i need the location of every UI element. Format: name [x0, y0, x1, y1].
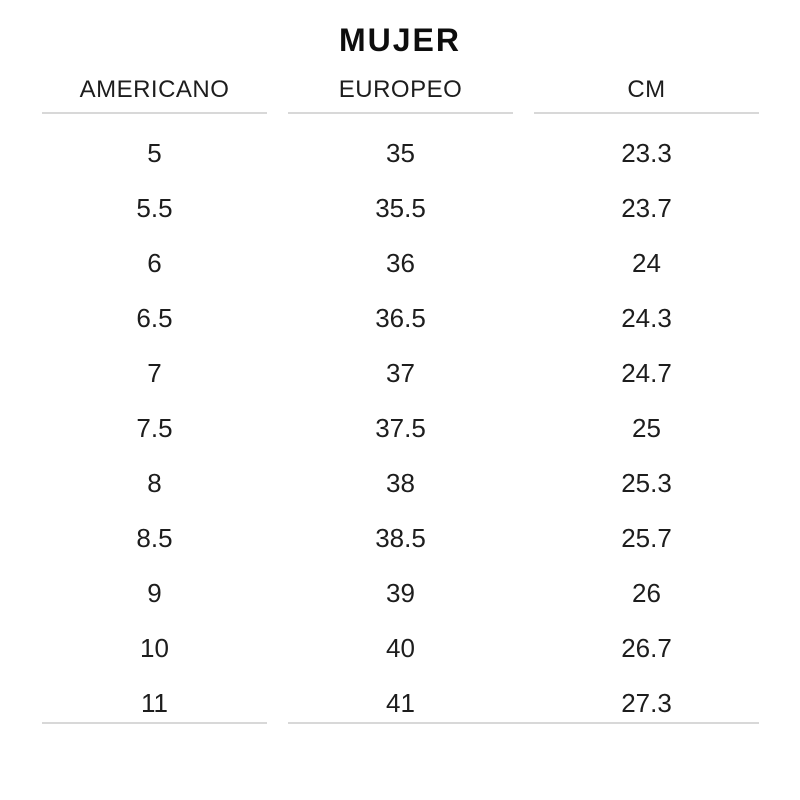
table-row: 5 35 23.3 [42, 126, 759, 181]
table-cell: 25.3 [621, 468, 672, 498]
table-cell: 24.7 [621, 358, 672, 388]
column-header-cm: CM [534, 77, 759, 114]
table-cell: 8.5 [136, 523, 173, 553]
table-row: 11 41 27.3 [42, 676, 759, 731]
table-header-row: AMERICANO EUROPEO CM [42, 77, 759, 114]
table-cell: 37 [386, 358, 415, 388]
column-header-europeo: EUROPEO [288, 77, 513, 114]
table-cell: 24.3 [621, 303, 672, 333]
table-cell: 36.5 [375, 303, 426, 333]
table-cell: 35.5 [375, 193, 426, 223]
table-cell: 26.7 [621, 633, 672, 663]
table-cell: 9 [147, 578, 162, 608]
table-cell: 5.5 [136, 193, 173, 223]
table-cell: 23.7 [621, 193, 672, 223]
table-row: 9 39 26 [42, 566, 759, 621]
table-row: 5.5 35.5 23.7 [42, 181, 759, 236]
table-cell: 6 [147, 248, 162, 278]
table-cell: 39 [386, 578, 415, 608]
table-cell: 23.3 [621, 138, 672, 168]
table-cell: 41 [386, 688, 415, 718]
table-row: 6 36 24 [42, 236, 759, 291]
table-row: 8.5 38.5 25.7 [42, 511, 759, 566]
table-cell: 38 [386, 468, 415, 498]
table-cell: 5 [147, 138, 162, 168]
table-cell: 10 [140, 633, 169, 663]
size-conversion-table: AMERICANO EUROPEO CM 5 35 23.3 5.5 35.5 23.7 6… [42, 77, 759, 724]
table-cell: 26 [632, 578, 661, 608]
table-row: 8 38 25.3 [42, 456, 759, 511]
table-row: 7 37 24.7 [42, 346, 759, 401]
table-cell: 24 [632, 248, 661, 278]
page-title: MUJER [338, 22, 461, 58]
table-cell: 25.7 [621, 523, 672, 553]
table-cell: 6.5 [136, 303, 173, 333]
table-cell: 35 [386, 138, 415, 168]
bottom-border-col2-col3 [288, 722, 759, 724]
table-bottom-border [42, 722, 759, 724]
table-cell: 27.3 [621, 688, 672, 718]
table-body: 5 35 23.3 5.5 35.5 23.7 6 36 24 6.5 36.5 24.3 7 37 24.… [42, 114, 759, 731]
table-cell: 8 [147, 468, 162, 498]
table-cell: 37.5 [375, 413, 426, 443]
table-cell: 36 [386, 248, 415, 278]
table-cell: 25 [632, 413, 661, 443]
table-row: 7.5 37.5 25 [42, 401, 759, 456]
table-cell: 38.5 [375, 523, 426, 553]
bottom-border-col1 [42, 722, 267, 724]
table-cell: 40 [386, 633, 415, 663]
table-cell: 7 [147, 358, 162, 388]
table-row: 6.5 36.5 24.3 [42, 291, 759, 346]
table-row: 10 40 26.7 [42, 621, 759, 676]
table-cell: 11 [141, 688, 168, 718]
table-cell: 7.5 [136, 413, 173, 443]
column-header-americano: AMERICANO [42, 77, 267, 114]
